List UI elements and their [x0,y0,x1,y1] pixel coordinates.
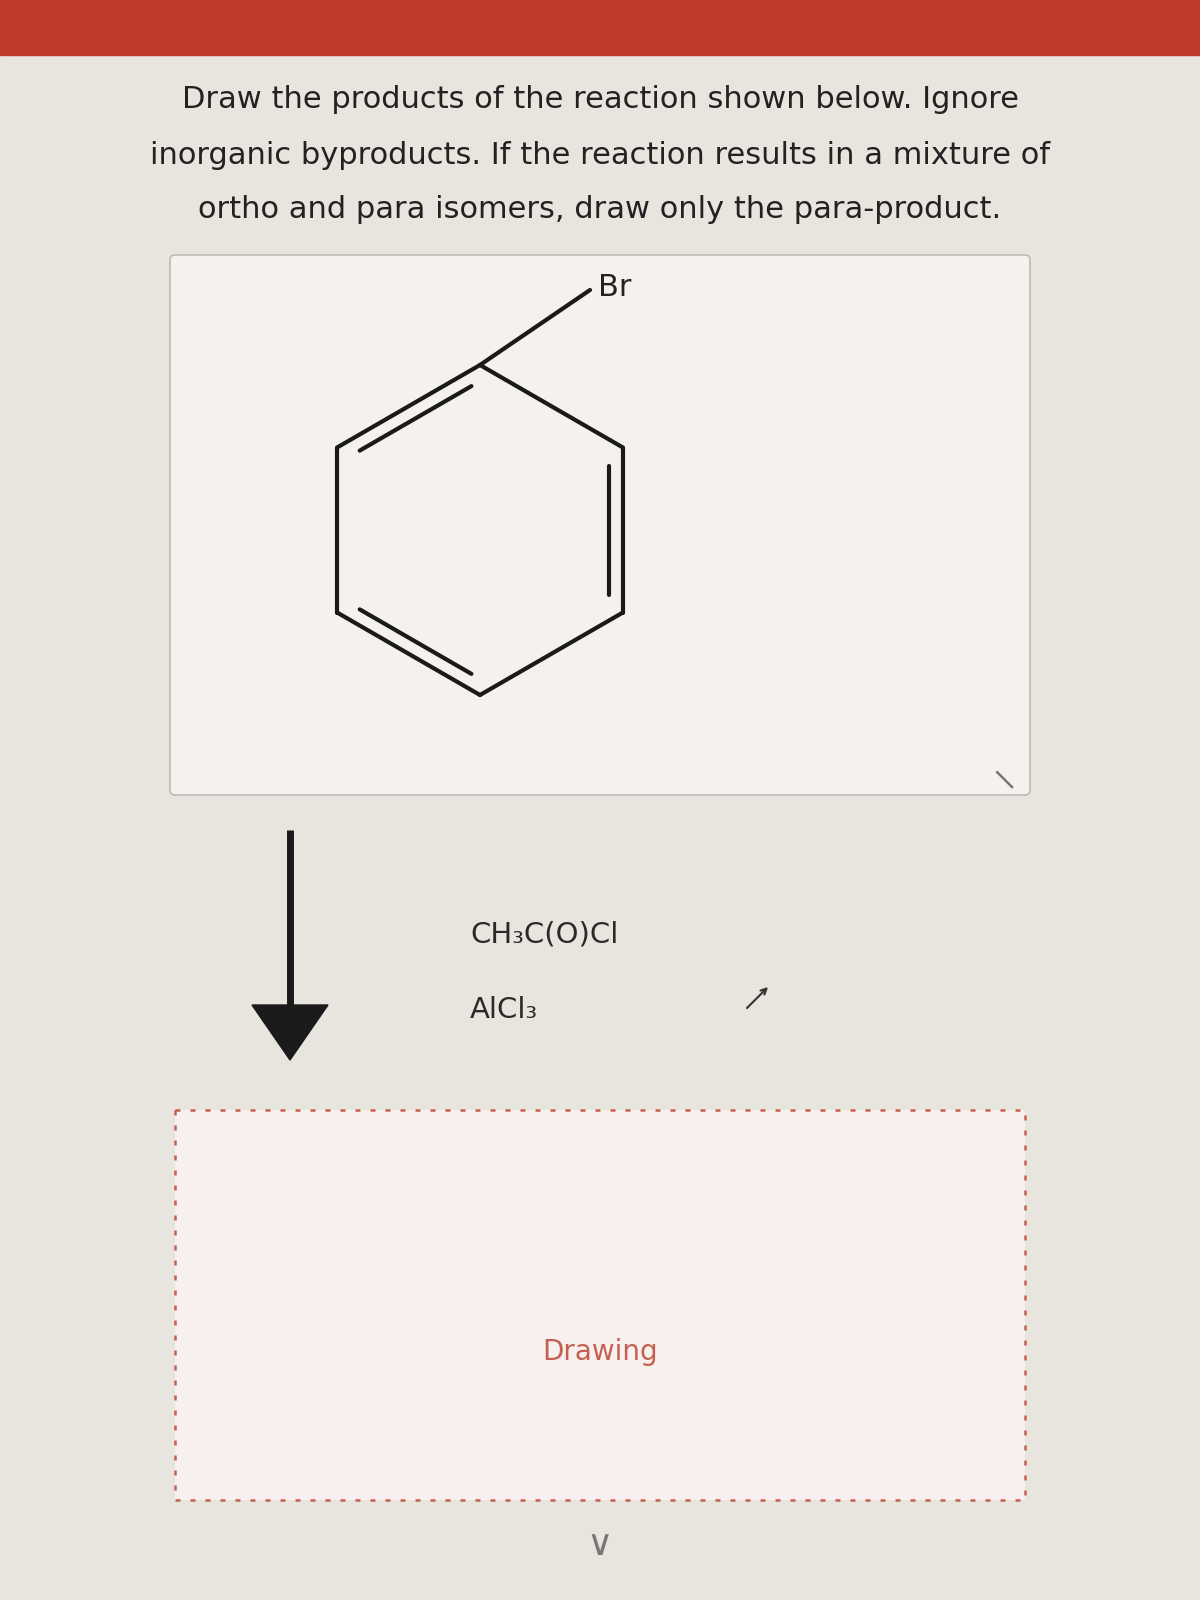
Bar [175,1110,1025,1501]
Bar [0,0,1200,54]
Text: Drawing: Drawing [542,1338,658,1366]
Text: AlCl₃: AlCl₃ [470,995,538,1024]
Text: ortho and para isomers, draw only the para-product.: ortho and para isomers, draw only the pa… [198,195,1002,224]
Text: Br: Br [598,274,631,302]
Text: Draw the products of the reaction shown below. Ignore: Draw the products of the reaction shown … [181,85,1019,115]
Polygon shape [252,1005,328,1059]
Text: CH₃C(O)Cl: CH₃C(O)Cl [470,922,618,949]
Text: ∨: ∨ [587,1528,613,1562]
FancyBboxPatch shape [170,254,1030,795]
Text: inorganic byproducts. If the reaction results in a mixture of: inorganic byproducts. If the reaction re… [150,141,1050,170]
